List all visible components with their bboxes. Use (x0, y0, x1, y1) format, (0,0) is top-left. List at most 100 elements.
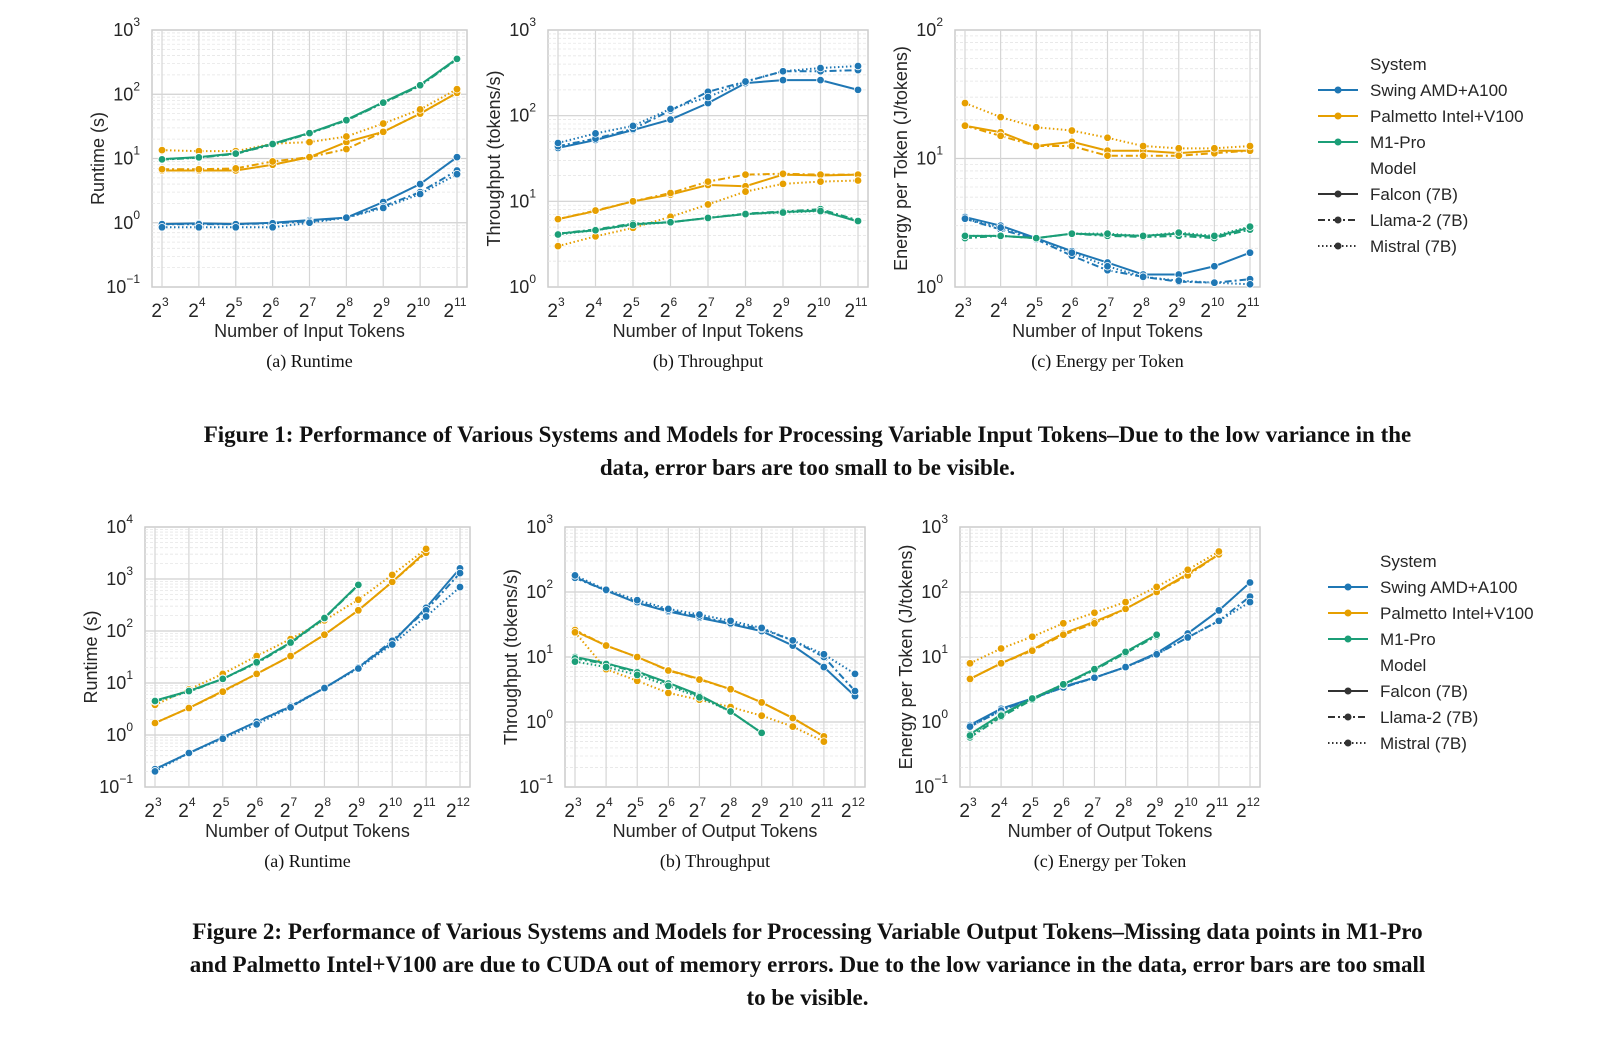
y-tick-label: 10−1 (106, 272, 140, 297)
x-axis-label: Number of Input Tokens (214, 321, 405, 341)
y-tick-label: 103 (921, 512, 948, 537)
data-point-palmetto-intel-v100-llama-2-7b (553, 214, 563, 224)
y-axis-label: Throughput (tokens/s) (501, 569, 521, 745)
data-point-swing-amd-a100-falcon-7b (819, 662, 829, 672)
legend-marker-llama-2-7b (1344, 713, 1352, 721)
data-point-swing-amd-a100-mistral-7b (628, 121, 638, 131)
data-point-palmetto-intel-v100-mistral-7b (1121, 597, 1130, 607)
data-point-m1-pro-mistral-7b (286, 638, 295, 647)
data-point-palmetto-intel-v100-llama-2-7b (788, 713, 797, 723)
data-point-swing-amd-a100-mistral-7b (320, 683, 329, 693)
data-point-palmetto-intel-v100-mistral-7b (1090, 608, 1099, 617)
y-tick-label: 103 (113, 15, 140, 40)
data-point-palmetto-intel-v100-mistral-7b (1028, 632, 1037, 641)
data-point-palmetto-intel-v100-mistral-7b (1174, 144, 1183, 153)
data-point-m1-pro-mistral-7b (354, 580, 363, 590)
data-point-palmetto-intel-v100-mistral-7b (421, 544, 431, 554)
data-point-swing-amd-a100-mistral-7b (553, 138, 563, 148)
legend-title-system: System (1370, 55, 1427, 74)
data-point-m1-pro-mistral-7b (757, 728, 766, 738)
y-tick-label: 100 (509, 272, 536, 297)
data-point-swing-amd-a100-mistral-7b (379, 203, 388, 213)
data-point-palmetto-intel-v100-llama-2-7b (218, 687, 227, 696)
data-point-m1-pro-mistral-7b (996, 711, 1006, 720)
data-point-swing-amd-a100-mistral-7b (570, 571, 580, 580)
data-point-palmetto-intel-v100-llama-2-7b (757, 698, 766, 707)
legend-item-llama-2-7b: Llama-2 (7B) (1370, 211, 1468, 230)
data-point-swing-amd-a100-mistral-7b (194, 223, 204, 232)
y-tick-label: 102 (526, 577, 553, 602)
legend-marker-llama-2-7b (1334, 216, 1342, 224)
series-line-swing-amd-a100-llama-2-7b (162, 169, 458, 226)
data-point-palmetto-intel-v100-mistral-7b (741, 187, 750, 196)
data-point-palmetto-intel-v100-mistral-7b (1152, 582, 1161, 592)
data-point-swing-amd-a100-mistral-7b (1245, 280, 1255, 289)
legend-item-mistral-7b: Mistral (7B) (1380, 734, 1467, 753)
x-tick-label: 23 (547, 295, 565, 322)
legend-marker-palmetto-intel-v100 (1344, 609, 1352, 617)
subcaption: (a) Runtime (264, 851, 350, 872)
data-point-swing-amd-a100-mistral-7b (741, 77, 750, 86)
y-axis-label: Energy per Token (J/tokens) (896, 545, 916, 770)
data-point-swing-amd-a100-mistral-7b (816, 63, 825, 73)
data-point-swing-amd-a100-mistral-7b (452, 169, 462, 179)
series-line-m1-pro-mistral-7b (161, 58, 458, 161)
x-tick-label: 27 (280, 795, 298, 822)
data-point-swing-amd-a100-falcon-7b (853, 85, 863, 95)
data-point-swing-amd-a100-falcon-7b (1245, 248, 1255, 257)
chart-fig2c-energy: 10−1 100 101 102 103 23 24 25 26 27 28 29 210 211 212 N… (896, 512, 1261, 872)
data-point-swing-amd-a100-mistral-7b (853, 61, 863, 71)
data-point-m1-pro-mistral-7b (342, 115, 351, 125)
x-tick-label: 23 (564, 795, 582, 822)
figure-1-charts: 10−1 100 101 102 103 23 24 25 26 27 28 29 210 211 Numb… (88, 15, 1524, 372)
y-tick-label: 100 (526, 707, 553, 732)
data-point-m1-pro-mistral-7b (1152, 630, 1161, 639)
data-point-m1-pro-mistral-7b (553, 230, 563, 239)
series-line-swing-amd-a100-mistral-7b (162, 173, 458, 229)
data-point-palmetto-intel-v100-mistral-7b (996, 644, 1006, 653)
x-tick-label: 28 (314, 795, 332, 822)
data-point-palmetto-intel-v100-mistral-7b (1138, 141, 1148, 151)
data-point-m1-pro-mistral-7b (150, 696, 160, 706)
x-tick-label: 26 (262, 295, 280, 322)
figure-2-caption-line2: and Palmetto Intel+V100 are due to CUDA … (189, 952, 1426, 977)
data-point-m1-pro-mistral-7b (320, 613, 329, 623)
data-point-m1-pro-mistral-7b (965, 731, 975, 740)
x-tick-label: 210 (406, 295, 430, 322)
data-point-palmetto-intel-v100-llama-2-7b (703, 177, 713, 186)
data-point-swing-amd-a100-mistral-7b (819, 650, 829, 659)
data-point-m1-pro-mistral-7b (628, 220, 638, 230)
data-point-palmetto-intel-v100-llama-2-7b (194, 165, 204, 174)
data-point-palmetto-intel-v100-llama-2-7b (816, 170, 825, 179)
data-point-palmetto-intel-v100-mistral-7b (1032, 123, 1041, 132)
data-point-palmetto-intel-v100-mistral-7b (157, 145, 167, 155)
data-point-palmetto-intel-v100-llama-2-7b (1090, 619, 1099, 628)
data-point-palmetto-intel-v100-mistral-7b (1183, 565, 1192, 574)
data-point-m1-pro-mistral-7b (741, 209, 750, 219)
data-point-palmetto-intel-v100-llama-2-7b (726, 684, 735, 694)
data-point-m1-pro-mistral-7b (1059, 680, 1068, 689)
legend-item-swing-amd-a100: Swing AMD+A100 (1380, 578, 1518, 597)
data-point-m1-pro-mistral-7b (1138, 231, 1148, 241)
data-point-palmetto-intel-v100-llama-2-7b (965, 674, 975, 684)
data-point-m1-pro-mistral-7b (1067, 229, 1077, 238)
data-point-palmetto-intel-v100-llama-2-7b (157, 165, 167, 174)
data-point-palmetto-intel-v100-llama-2-7b (741, 170, 750, 179)
x-tick-label: 26 (658, 795, 676, 822)
data-point-m1-pro-mistral-7b (268, 139, 277, 149)
x-tick-label: 23 (151, 295, 169, 322)
data-point-swing-amd-a100-falcon-7b (1245, 578, 1255, 587)
y-axis-label: Runtime (s) (81, 610, 101, 703)
data-point-palmetto-intel-v100-llama-2-7b (666, 188, 675, 198)
legend-item-llama-2-7b: Llama-2 (7B) (1380, 708, 1478, 727)
figure-2-caption: Figure 2: Performance of Various Systems… (30, 915, 1585, 1014)
chart-fig2a-runtime: 10−1 100 101 102 103 104 23 24 25 26 27 28 29 210 211 2… (81, 512, 471, 872)
x-tick-label: 26 (246, 795, 264, 822)
x-tick-label: 29 (772, 295, 790, 322)
legend-item-palmetto-intel-v100: Palmetto Intel+V100 (1380, 604, 1534, 623)
data-point-palmetto-intel-v100-llama-2-7b (664, 666, 673, 675)
chart-fig2b-throughput: 10−1 100 101 102 103 23 24 25 26 27 28 29 210 211 212 N… (501, 512, 866, 872)
legend-item-mistral-7b: Mistral (7B) (1370, 237, 1457, 256)
y-tick-label: 101 (526, 642, 553, 667)
data-point-swing-amd-a100-mistral-7b (305, 218, 314, 227)
